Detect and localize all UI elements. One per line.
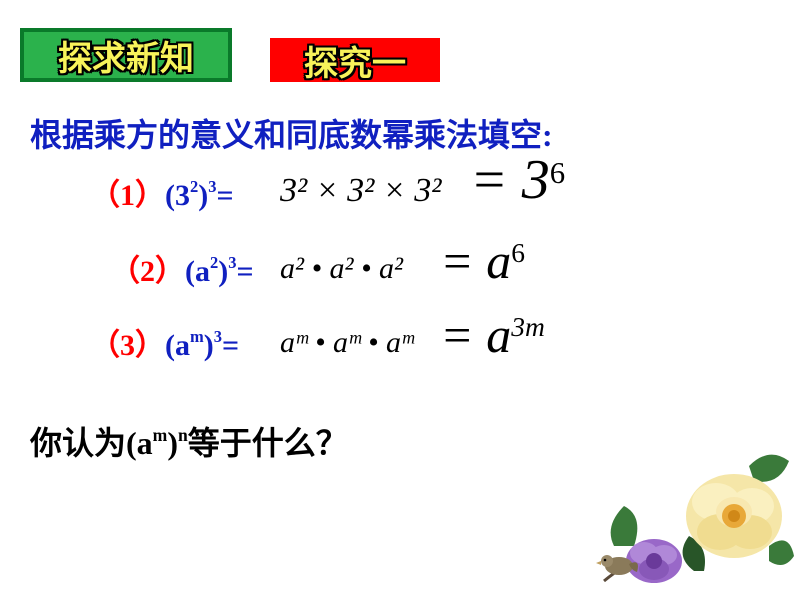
row3-rhs-sup: 3m bbox=[511, 311, 545, 343]
row2-result: = a6 bbox=[440, 232, 525, 290]
row3-number: （3） bbox=[90, 320, 165, 364]
row3-result: = a3m bbox=[440, 306, 545, 364]
row2-rhs-eq: = a bbox=[440, 232, 511, 290]
formula-row-3: （3） (am)3= bbox=[90, 320, 239, 364]
row2-lhs: (a2)3= bbox=[185, 255, 254, 289]
row3-lhs: (am)3= bbox=[165, 329, 239, 363]
badge-inquiry-one: 探究一 bbox=[270, 38, 440, 82]
badge-explore-new-text: 探求新知 bbox=[58, 31, 194, 80]
row2-rhs-sup: 6 bbox=[511, 237, 525, 269]
row3-mid-text: aᵐ • aᵐ • aᵐ bbox=[280, 326, 414, 360]
question-prefix: 你认为(a bbox=[30, 425, 153, 461]
badge-explore-new: 探求新知 bbox=[20, 28, 232, 82]
row3-rhs-eq: = a bbox=[440, 306, 511, 364]
formula-row-2: （2） (a2)3= bbox=[110, 246, 254, 290]
question-sup1: m bbox=[153, 425, 168, 445]
row2-number: （2） bbox=[110, 246, 185, 290]
row1-rhs-eq: = 3 bbox=[470, 148, 550, 212]
row2-expansion: a² • a² • a² bbox=[280, 252, 403, 286]
row1-result: = 36 bbox=[470, 148, 565, 212]
formula-row-1: （1） (32)3= bbox=[90, 170, 234, 214]
row3-expansion: aᵐ • aᵐ • aᵐ bbox=[280, 326, 414, 360]
question-mid: ) bbox=[167, 425, 178, 461]
badge-inquiry-one-text: 探究一 bbox=[304, 36, 406, 85]
question-what-equals: 你认为(am)n等于什么？ bbox=[30, 418, 348, 464]
question-suffix: 等于什么？ bbox=[188, 425, 348, 461]
row1-rhs-sup: 6 bbox=[550, 156, 565, 191]
row1-number: （1） bbox=[90, 170, 165, 214]
row1-mid-text: 3² × 3² × 3² bbox=[280, 172, 441, 210]
row1-expansion: 3² × 3² × 3² bbox=[280, 172, 441, 210]
question-sup2: n bbox=[178, 425, 188, 445]
peony-flower-decoration bbox=[594, 406, 794, 596]
flower-icon bbox=[594, 406, 794, 596]
row2-mid-text: a² • a² • a² bbox=[280, 252, 403, 286]
row1-lhs: (32)3= bbox=[165, 179, 234, 213]
